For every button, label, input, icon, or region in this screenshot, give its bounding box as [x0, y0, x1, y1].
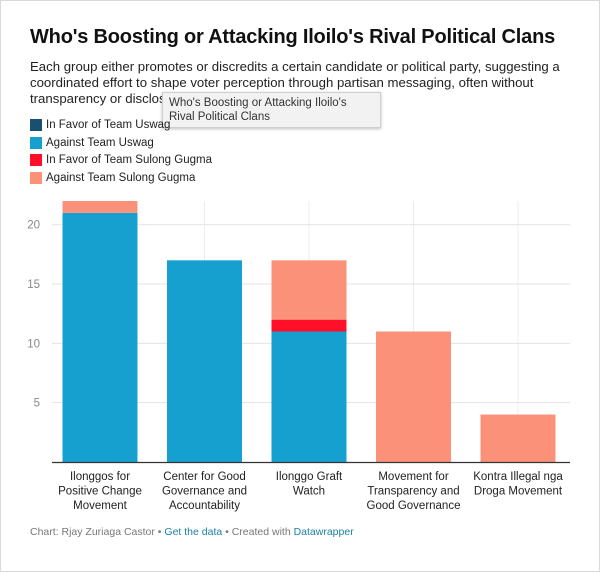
bar-segment: [480, 414, 556, 462]
footer-separator: • Created with: [222, 526, 294, 538]
x-tick-label: Movement for Transparency and Good Governa…: [367, 471, 461, 512]
y-tick-label: 15: [27, 279, 40, 291]
legend-item[interactable]: In Favor of Team Sulong Gugma: [30, 151, 212, 169]
datawrapper-link[interactable]: Datawrapper: [293, 526, 354, 538]
y-tick-label: 20: [27, 220, 40, 232]
bar-segment: [376, 331, 451, 462]
x-tick-label: Ilonggo Graft Watch: [276, 471, 343, 498]
legend-label: In Favor of Team Sulong Gugma: [46, 154, 212, 167]
x-tick-label: Ilonggos for Positive Change Movement: [58, 471, 142, 512]
x-tick-label: Center for Good Governance and Accountabil…: [162, 471, 247, 512]
legend-swatch: [30, 154, 42, 167]
bar-segment: [271, 331, 347, 462]
chart-subtitle: Each group either promotes or discredits…: [30, 59, 560, 106]
chart-title: Who's Boosting or Attacking Iloilo's Riv…: [30, 26, 556, 48]
bar-segment: [62, 201, 138, 213]
legend-label: Against Team Uswag: [46, 136, 154, 149]
tooltip: Who's Boosting or Attacking Iloilo's Riv…: [162, 92, 381, 128]
footer-separator: •: [154, 526, 165, 538]
get-the-data-link[interactable]: Get the data: [164, 526, 223, 538]
legend-swatch: [30, 171, 42, 184]
legend-swatch: [30, 136, 42, 149]
chart-legend: In Favor of Team Uswag Against Team Uswa…: [30, 116, 212, 187]
legend-swatch: [30, 118, 42, 131]
legend-item[interactable]: Against Team Uswag: [30, 134, 212, 152]
bar-chart: 5 10 15 20 Ilonggos for Positive Change Moveme…: [27, 201, 570, 512]
legend-label: Against Team Sulong Gugma: [46, 171, 196, 184]
bar-segment: [167, 260, 242, 462]
bar-segment: [271, 319, 347, 332]
y-tick-label: 5: [34, 398, 40, 410]
x-tick-label: Kontra Illegal nga Droga Movement: [473, 471, 563, 498]
y-tick-label: 10: [27, 338, 40, 350]
chart-footer: Chart: Rjay Zuriaga Castor • Get the dat…: [30, 526, 354, 538]
bar-segment: [271, 260, 347, 320]
legend-label: In Favor of Team Uswag: [46, 118, 171, 131]
bar-segment: [62, 212, 138, 462]
footer-credit: Chart: Rjay Zuriaga Castor: [30, 526, 155, 538]
legend-item[interactable]: In Favor of Team Uswag: [30, 116, 212, 134]
legend-item[interactable]: Against Team Sulong Gugma: [30, 169, 212, 187]
